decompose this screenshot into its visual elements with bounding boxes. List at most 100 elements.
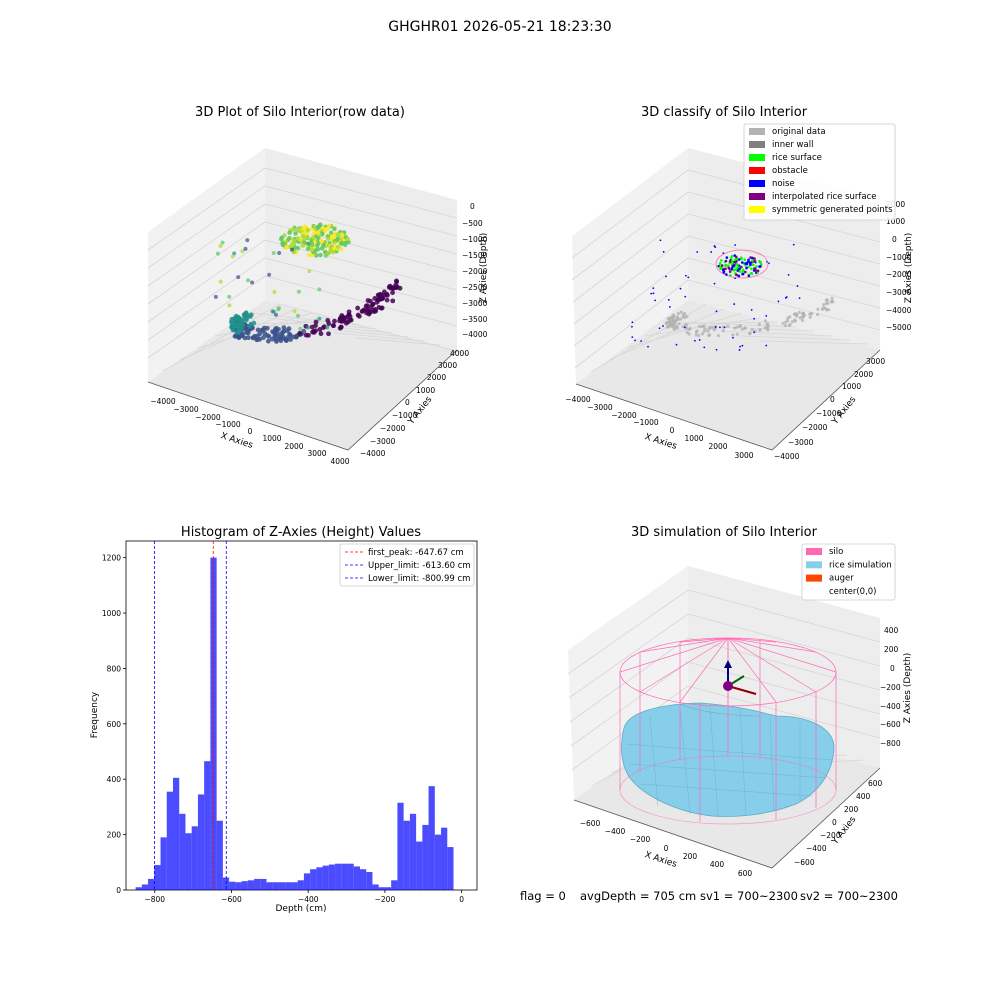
panel4-title: 3D simulation of Silo Interior [631,525,818,540]
classified-point [679,310,683,314]
raw-point [310,235,316,240]
classified-point [730,259,734,263]
raw-point [261,335,266,340]
classified-point [722,268,725,272]
classified-point [708,326,712,330]
raw-point [327,223,332,228]
histogram-ytick-label: 1200 [102,554,121,563]
histogram-bar [254,878,261,890]
classified-point [662,250,665,253]
classified-point [665,275,667,278]
raw-point [243,326,249,331]
legend-swatch [749,180,765,187]
classified-point [716,334,721,338]
raw-point [218,279,223,284]
histogram-bar [310,869,317,890]
classified-point [748,331,752,335]
raw-point [284,245,289,250]
raw-point [285,335,290,341]
classified-point [719,326,721,329]
raw-point [322,249,328,255]
raw-point [313,319,319,325]
p4-ztick-2: 0 [890,664,895,673]
raw-point [332,318,337,324]
p4-ztick-4: −400 [880,702,901,711]
classified-point [681,314,685,319]
histogram-bar [303,873,311,890]
p2-ztick-2: 0 [892,235,897,244]
raw-point [372,306,378,312]
p2-ztick-5: −3000 [886,288,912,297]
classified-point [763,326,767,330]
histogram-xtick-label: −600 [221,895,242,904]
p2-ytick-5: 1000 [842,382,861,391]
panel2-yticks: −4000 −3000 −2000 −1000 0 1000 2000 3000 [774,357,885,461]
histogram-bar [372,884,379,890]
classified-point [733,258,737,261]
histogram-bar [260,878,267,890]
panel4-yticks: 600 400 200 0 −200 −400 −600 [794,779,883,867]
raw-point [391,285,397,291]
raw-point [309,247,315,252]
histogram-bar [216,820,223,890]
histogram-ytick-label: 600 [107,720,122,729]
histogram-bar [366,871,373,890]
raw-point [318,331,324,337]
raw-point [245,238,250,243]
histogram-bar [328,864,336,890]
classified-point [724,259,728,263]
histogram-bar [141,884,149,890]
silo-wireframe [619,637,837,825]
raw-point [261,325,267,331]
legend-label: auger [829,574,854,584]
legend-swatch [749,193,765,200]
legend-label: rice surface [772,153,822,163]
p1-xtick-2: −2000 [195,413,221,422]
raw-point [325,226,330,232]
panel1-title: 3D Plot of Silo Interior(row data) [195,105,405,120]
raw-point [277,250,282,255]
classified-point [715,348,718,351]
raw-point [227,294,232,299]
classified-point [820,307,825,311]
classified-point [753,267,757,271]
p4-xtick-2: −200 [630,835,651,844]
classified-point [652,292,655,295]
classified-point [830,296,834,300]
p2-ztick-6: −4000 [886,306,912,315]
classified-point [722,271,726,274]
classified-point [675,343,678,346]
classified-point [695,329,699,333]
p1-ytick-5: 1000 [416,386,435,395]
p2-xtick-7: 3000 [734,451,753,460]
raw-point [242,313,248,319]
legend-swatch [806,561,822,569]
histogram-bar [353,866,360,890]
histogram-bar [341,863,348,890]
classified-point [694,333,699,337]
classified-point [741,268,745,272]
classified-point [741,344,744,347]
raw-point [310,329,315,335]
p4-xtick-4: 200 [683,852,698,861]
raw-point [234,316,239,321]
classified-point [740,327,744,331]
panel3-title: Histogram of Z-Axies (Height) Values [181,525,421,540]
p4-ytick-2: 200 [844,805,859,814]
p2-xtick-5: 1000 [684,434,703,443]
p1-xtick-3: −1000 [215,420,241,429]
panel2-title: 3D classify of Silo Interior [641,105,808,120]
p1-ytick-3: −1000 [392,411,418,420]
p4-ztick-5: −600 [880,720,901,729]
p1-zlabel: Z Axies (Depth) [479,233,489,304]
histogram-bar [278,882,286,890]
status-sv1: sv1 = 700~2300 [700,889,798,903]
p4-xtick-0: −600 [580,819,601,828]
raw-point [298,326,303,331]
p2-xtick-6: 2000 [708,442,727,451]
raw-point [300,233,306,239]
p2-ytick-6: 2000 [854,370,873,379]
classified-point [726,264,730,267]
classified-point [734,244,737,246]
classified-point [713,245,716,247]
